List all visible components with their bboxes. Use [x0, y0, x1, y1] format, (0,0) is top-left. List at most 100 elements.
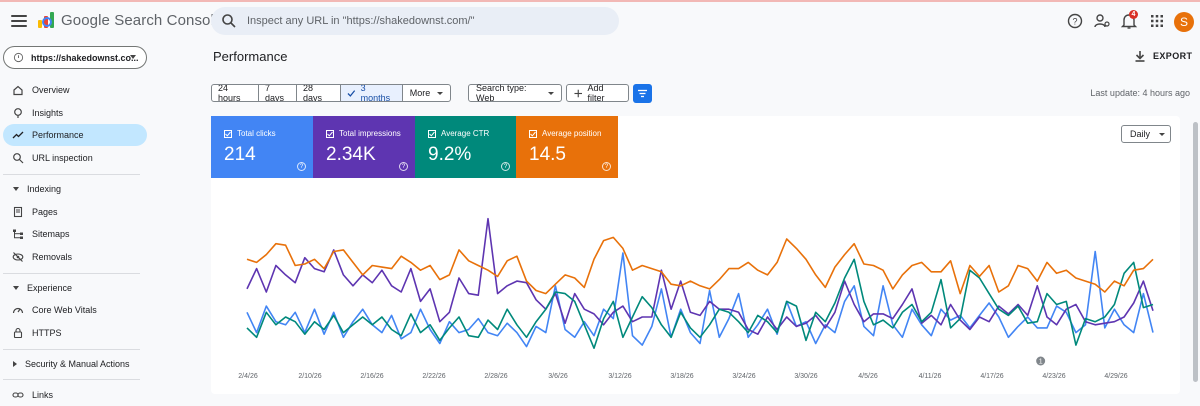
- sidebar-item-pages[interactable]: Pages: [3, 201, 147, 223]
- plus-icon: [574, 89, 583, 97]
- sidebar-item-https[interactable]: HTTPS: [3, 322, 147, 344]
- apps-grid-icon[interactable]: [1148, 12, 1166, 30]
- annotation-label: 1: [1039, 359, 1043, 366]
- sidebar-item-url-inspection[interactable]: URL inspection: [3, 147, 147, 169]
- x-axis-tick-label: 4/17/26: [980, 373, 1003, 380]
- range-label: More: [409, 88, 431, 98]
- page-scrollbar[interactable]: [1193, 122, 1198, 382]
- metric-value: 214: [224, 144, 256, 165]
- metric-average-ctr[interactable]: Average CTR 9.2% ?: [415, 116, 517, 178]
- trending-icon: [12, 131, 24, 139]
- sidebar-divider: [3, 273, 140, 274]
- check-icon: [347, 89, 356, 97]
- app-logo[interactable]: Google Search Console: [37, 11, 222, 29]
- metric-total-impressions[interactable]: Total impressions 2.34K ?: [313, 116, 415, 178]
- sidebar-item-label: Pages: [32, 207, 58, 217]
- caret-right-icon: [13, 361, 17, 367]
- users-settings-icon[interactable]: [1093, 12, 1111, 30]
- range-7-days[interactable]: 7 days: [259, 85, 297, 101]
- main-menu-button[interactable]: [9, 11, 29, 31]
- metric-value: 9.2%: [428, 144, 472, 165]
- sidebar-item-core-web-vitals[interactable]: Core Web Vitals: [3, 299, 147, 321]
- help-icon[interactable]: ?: [602, 162, 611, 171]
- help-icon[interactable]: ?: [399, 162, 408, 171]
- sidebar-item-label: Overview: [32, 85, 70, 95]
- search-console-logo-icon: [38, 12, 54, 28]
- annotation-marker[interactable]: [1036, 356, 1046, 366]
- x-axis-tick-label: 4/23/26: [1042, 373, 1065, 380]
- page-title: Performance: [213, 49, 288, 64]
- filter-settings-button[interactable]: [633, 84, 652, 103]
- export-button[interactable]: EXPORT: [1133, 49, 1192, 63]
- download-icon: [1135, 51, 1145, 62]
- app-title: Google Search Console: [61, 11, 223, 29]
- range-24-hours[interactable]: 24 hours: [212, 85, 259, 101]
- sidebar-item-label: Sitemaps: [32, 229, 70, 239]
- help-icon[interactable]: ?: [1066, 12, 1084, 30]
- sidebar-item-overview[interactable]: Overview: [3, 79, 147, 101]
- checkbox-checked-icon[interactable]: [529, 129, 537, 138]
- sidebar-item-sitemaps[interactable]: Sitemaps: [3, 223, 147, 245]
- series-line-total-impressions: [246, 217, 1154, 335]
- chevron-down-icon: [130, 55, 136, 59]
- sidebar-divider: [3, 349, 140, 350]
- chevron-down-icon: [1159, 132, 1166, 136]
- range-more[interactable]: More: [403, 85, 450, 101]
- search-type-filter[interactable]: Search type: Web: [468, 83, 562, 103]
- sidebar-item-performance[interactable]: Performance: [3, 124, 147, 146]
- help-icon[interactable]: ?: [501, 162, 510, 171]
- removals-icon: [12, 252, 24, 262]
- search-icon: [222, 14, 236, 28]
- range-label: 3 months: [360, 84, 391, 102]
- x-axis-tick-label: 3/30/26: [794, 373, 817, 380]
- account-avatar[interactable]: S: [1174, 12, 1194, 32]
- search-type-label: Search type: Web: [476, 83, 527, 103]
- export-label: EXPORT: [1153, 51, 1193, 61]
- x-axis-tick-label: 3/6/26: [548, 373, 568, 380]
- section-experience[interactable]: Experience: [3, 278, 153, 298]
- help-icon[interactable]: ?: [297, 162, 306, 171]
- section-label: Experience: [27, 283, 73, 293]
- metric-label: Average CTR: [441, 129, 490, 138]
- checkbox-checked-icon[interactable]: [224, 129, 232, 138]
- metric-label: Total impressions: [339, 129, 401, 138]
- metric-total-clicks[interactable]: Total clicks 214 ?: [211, 116, 313, 178]
- add-filter-button[interactable]: Add filter: [566, 83, 629, 103]
- property-selector[interactable]: https://shakedownst.co...: [3, 46, 147, 69]
- checkbox-checked-icon[interactable]: [428, 129, 436, 138]
- chevron-down-icon: [437, 91, 444, 95]
- series-line-average-position: [246, 236, 1154, 295]
- lock-icon: [13, 327, 23, 339]
- metric-label: Total clicks: [237, 129, 276, 138]
- insights-icon: [14, 108, 22, 118]
- top-bar: Google Search Console ? 4 S: [0, 2, 1200, 40]
- filter-list-icon: [638, 89, 647, 98]
- section-indexing[interactable]: Indexing: [3, 179, 153, 199]
- sidebar-item-removals[interactable]: Removals: [3, 246, 147, 268]
- svg-text:?: ?: [1072, 16, 1077, 26]
- x-axis-tick-label: 2/16/26: [360, 373, 383, 380]
- performance-line-chart: 1 2/4/26 2/10/26 2/16/26 2/22/26 2/28/26 3/6/2…: [238, 217, 1154, 380]
- search-input[interactable]: [247, 15, 607, 27]
- section-security-manual-actions[interactable]: Security & Manual Actions: [3, 354, 153, 374]
- metric-average-position[interactable]: Average position 14.5 ?: [516, 116, 618, 178]
- property-globe-icon: [13, 52, 24, 63]
- series-line-average-ctr: [246, 258, 1154, 349]
- sidebar-item-label: HTTPS: [32, 328, 62, 338]
- checkbox-checked-icon[interactable]: [326, 129, 334, 138]
- range-3-months[interactable]: 3 months: [341, 85, 403, 101]
- granularity-selector[interactable]: Daily: [1121, 125, 1171, 143]
- sidebar-item-insights[interactable]: Insights: [3, 102, 147, 124]
- range-28-days[interactable]: 28 days: [297, 85, 341, 101]
- url-inspect-search[interactable]: [211, 7, 619, 35]
- x-axis-tick-label: 2/28/26: [484, 373, 507, 380]
- search-icon: [13, 153, 24, 164]
- sidebar-item-links[interactable]: Links: [3, 384, 147, 406]
- metric-label: Average position: [542, 129, 602, 138]
- sidebar-item-label: Core Web Vitals: [32, 305, 97, 315]
- sidebar-item-label: Insights: [32, 108, 64, 118]
- sidebar-item-label: Removals: [32, 252, 73, 262]
- add-filter-label: Add filter: [587, 83, 605, 103]
- section-label: Security & Manual Actions: [25, 359, 130, 369]
- metric-value: 2.34K: [326, 144, 376, 165]
